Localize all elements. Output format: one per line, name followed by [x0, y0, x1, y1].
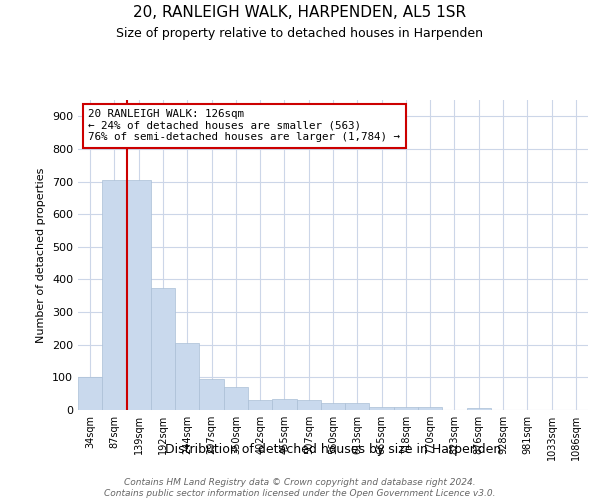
Bar	[102, 180, 127, 410]
Bar	[296, 400, 321, 410]
Bar	[418, 406, 442, 410]
Bar	[127, 180, 151, 410]
Bar	[394, 408, 418, 410]
Bar	[151, 288, 175, 410]
Text: 20 RANLEIGH WALK: 126sqm
← 24% of detached houses are smaller (563)
76% of semi-: 20 RANLEIGH WALK: 126sqm ← 24% of detach…	[88, 110, 400, 142]
Bar	[199, 379, 224, 410]
Text: Distribution of detached houses by size in Harpenden: Distribution of detached houses by size …	[165, 442, 501, 456]
Bar	[272, 399, 296, 410]
Bar	[248, 400, 272, 410]
Bar	[370, 406, 394, 410]
Text: 20, RANLEIGH WALK, HARPENDEN, AL5 1SR: 20, RANLEIGH WALK, HARPENDEN, AL5 1SR	[133, 5, 467, 20]
Bar	[467, 408, 491, 410]
Bar	[345, 403, 370, 410]
Text: Contains HM Land Registry data © Crown copyright and database right 2024.
Contai: Contains HM Land Registry data © Crown c…	[104, 478, 496, 498]
Bar	[321, 404, 345, 410]
Text: Size of property relative to detached houses in Harpenden: Size of property relative to detached ho…	[116, 28, 484, 40]
Bar	[224, 387, 248, 410]
Bar	[78, 378, 102, 410]
Y-axis label: Number of detached properties: Number of detached properties	[37, 168, 46, 342]
Bar	[175, 343, 199, 410]
